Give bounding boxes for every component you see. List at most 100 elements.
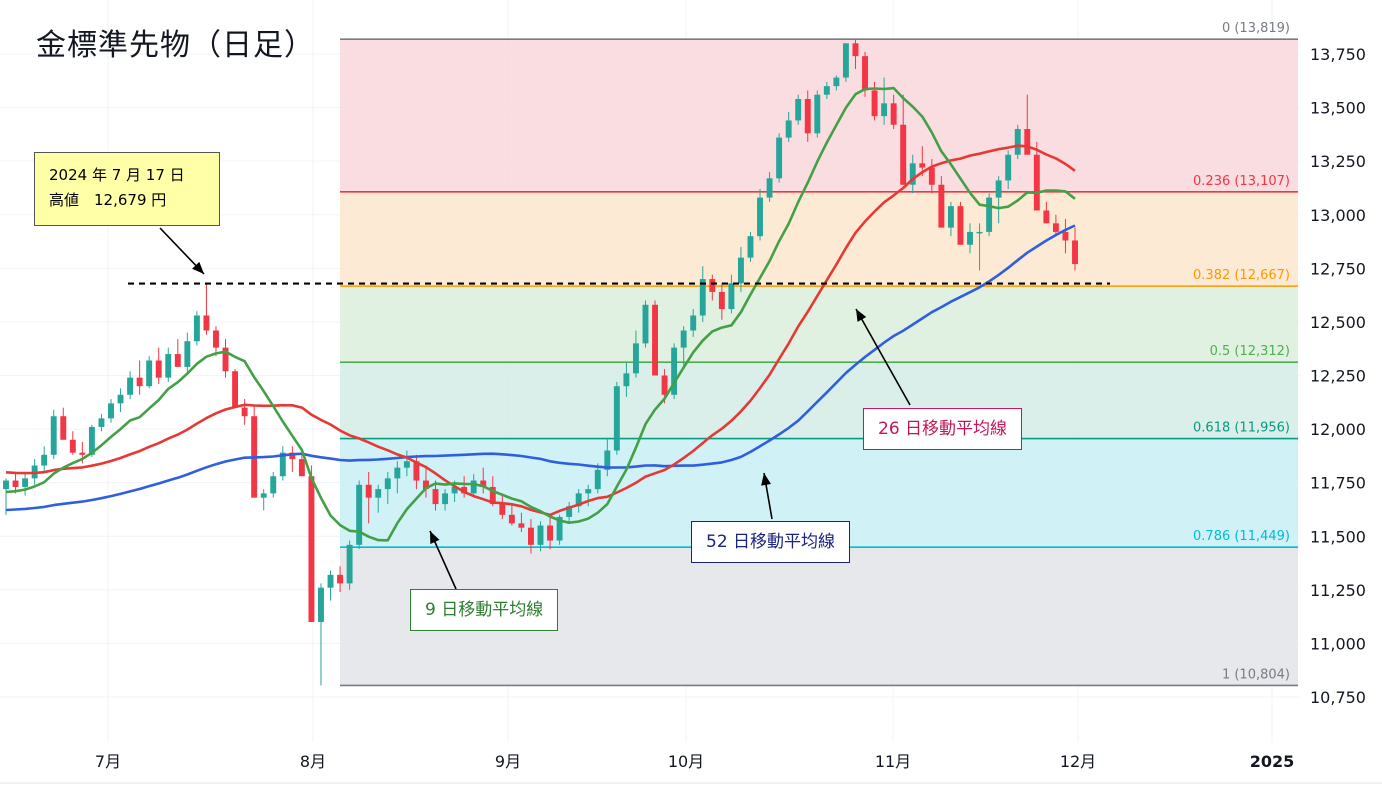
x-tick-label: 8月 — [300, 752, 326, 771]
candle-body — [346, 544, 353, 584]
candle-body — [60, 416, 67, 440]
candle-body — [709, 279, 716, 292]
candle-body — [909, 163, 916, 185]
candle-body — [642, 304, 649, 344]
candle-body — [213, 330, 219, 348]
callout-price: 高値 12,679 円 — [49, 191, 167, 209]
fib-label: 0.236 (13,107) — [1193, 174, 1290, 189]
candle-body — [737, 257, 744, 284]
ma52-line — [5, 224, 1076, 512]
fib-band — [340, 191, 1298, 287]
candle-body — [146, 360, 153, 387]
fib-label: 0.618 (11,956) — [1193, 421, 1290, 436]
candle-body — [728, 283, 735, 310]
candle-body — [585, 489, 592, 494]
candle-body — [547, 525, 554, 541]
ma9-arrow-head — [430, 531, 440, 544]
x-tick-label: 2025 — [1250, 752, 1295, 771]
candle-body — [699, 279, 706, 316]
chart-title: 金標準先物（日足） — [36, 28, 315, 63]
candle-body — [652, 304, 658, 376]
candle-body — [995, 180, 1002, 198]
candle-body — [594, 469, 601, 490]
candle-body — [842, 43, 849, 78]
y-tick-label: 10,750 — [1310, 688, 1366, 707]
y-tick-label: 11,250 — [1310, 581, 1366, 600]
candle-body — [537, 525, 544, 545]
callout-date: 2024 年 7 月 17 日 — [49, 166, 185, 184]
candle-body — [470, 480, 477, 494]
candle-body — [976, 231, 983, 234]
x-tick-label: 11月 — [875, 752, 911, 771]
y-tick-label: 11,000 — [1310, 634, 1366, 653]
candle-body — [632, 343, 639, 374]
candle-body — [1052, 223, 1059, 232]
overlay-marks — [128, 227, 1110, 590]
candle-body — [232, 371, 239, 408]
candle-body — [184, 341, 191, 367]
candle-body — [1005, 154, 1012, 181]
candle-body — [575, 493, 582, 507]
fib-label: 0.5 (12,312) — [1210, 344, 1290, 359]
candle-body — [327, 574, 334, 588]
y-tick-label: 12,750 — [1310, 259, 1366, 278]
candle-body — [384, 478, 391, 490]
candle-body — [318, 587, 324, 622]
fib-label: 0.382 (12,667) — [1193, 268, 1290, 283]
candle-body — [442, 493, 449, 505]
candle-body — [890, 103, 897, 125]
fib-label: 1 (10,804) — [1222, 667, 1290, 682]
candle-body — [1043, 210, 1050, 224]
candle-body — [289, 452, 296, 460]
candle-body — [193, 315, 200, 342]
fib-band — [340, 286, 1298, 363]
candle-body — [489, 486, 496, 505]
y-tick-label: 11,750 — [1310, 474, 1366, 493]
fibonacci-lines — [340, 38, 1298, 687]
ma52-arrow-head — [761, 473, 771, 486]
candle-body — [155, 360, 162, 378]
candle-body — [718, 291, 725, 310]
candle-body — [375, 489, 382, 498]
candle-body — [604, 450, 611, 470]
y-tick-label: 12,000 — [1310, 420, 1366, 439]
x-axis: 7月 8月 9月 10月 11月 12月 2025 — [0, 752, 1382, 784]
y-tick-label: 12,500 — [1310, 313, 1366, 332]
candle-body — [423, 480, 429, 490]
candle-body — [1033, 154, 1040, 211]
high-price-callout: 2024 年 7 月 17 日 高値 12,679 円 — [34, 152, 220, 226]
candle-body — [862, 56, 868, 91]
candle-body — [852, 43, 859, 57]
candle-body — [919, 163, 926, 168]
y-tick-label: 13,000 — [1310, 206, 1366, 225]
candle-body — [127, 377, 134, 395]
candle-body — [41, 454, 48, 466]
candle-body — [747, 236, 754, 258]
candle-body — [241, 407, 248, 417]
candle-body — [79, 452, 86, 455]
candle-body — [1014, 129, 1021, 155]
candle-body — [947, 206, 954, 228]
candle-body — [613, 386, 620, 451]
candle-body — [499, 504, 506, 515]
candle-body — [833, 77, 840, 87]
candle-body — [98, 418, 105, 427]
candle-body — [814, 94, 821, 134]
candle-body — [556, 516, 563, 541]
candle-body — [69, 439, 76, 453]
y-tick-label: 13,250 — [1310, 152, 1366, 171]
candle-body — [785, 120, 792, 138]
candle-body — [566, 506, 573, 517]
candle-body — [117, 394, 124, 404]
candle-body — [527, 527, 534, 545]
callout-arrow-head — [192, 261, 204, 274]
candle-body — [3, 480, 9, 490]
candle-body — [22, 478, 29, 487]
candle-body — [203, 315, 210, 331]
candle-body — [270, 476, 277, 494]
y-tick-label: 12,250 — [1310, 367, 1366, 386]
candle-body — [928, 167, 935, 185]
fib-label: 0.786 (11,449) — [1193, 529, 1290, 544]
candle-body — [403, 461, 410, 468]
ma52-annotation: 52 日移動平均線 — [691, 521, 851, 563]
